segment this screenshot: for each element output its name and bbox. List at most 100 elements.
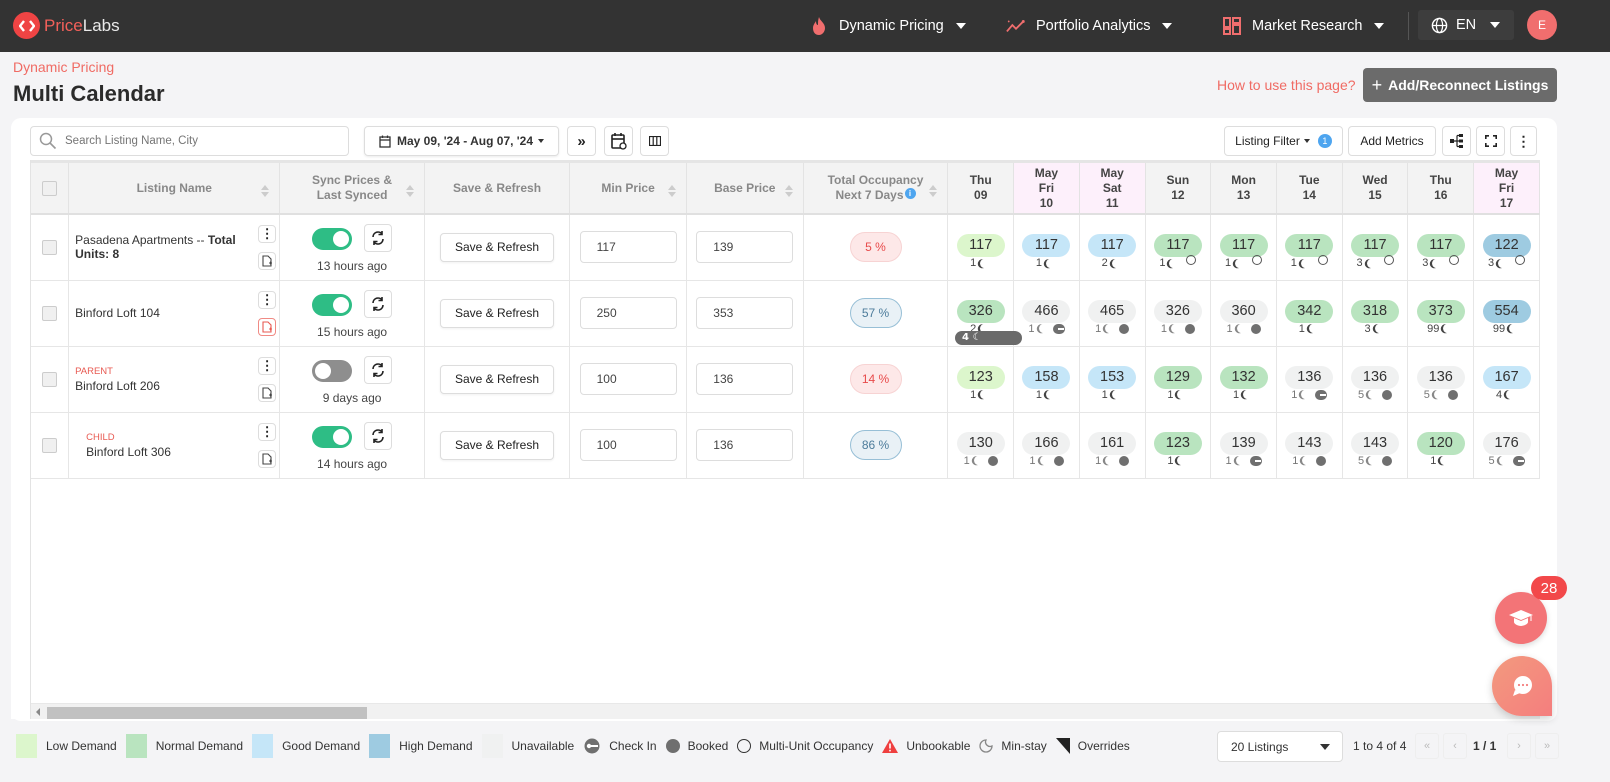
day-price-cell[interactable]: 117 3	[1407, 214, 1475, 281]
columns-button[interactable]	[640, 126, 669, 156]
save-refresh-button[interactable]: Save & Refresh	[440, 364, 555, 394]
day-price-cell[interactable]: 117 3	[1342, 214, 1409, 281]
row-checkbox[interactable]	[42, 371, 58, 387]
day-price-cell[interactable]: 318 3	[1342, 280, 1409, 347]
date-range-picker[interactable]: May 09, '24 - Aug 07, '24	[364, 126, 559, 156]
breadcrumb[interactable]: Dynamic Pricing	[13, 59, 115, 75]
listing-name[interactable]: Binford Loft 306	[86, 445, 171, 459]
pricelabs-logo[interactable]: PriceLabs	[13, 12, 120, 39]
nav-portfolio-analytics[interactable]: Portfolio Analytics	[1006, 0, 1173, 52]
listing-name[interactable]: Pasadena Apartments --	[75, 233, 208, 248]
row-checkbox[interactable]	[42, 437, 58, 453]
day-price-cell[interactable]: 466 1	[1013, 280, 1080, 347]
day-price-cell[interactable]: 342 1	[1276, 280, 1343, 347]
sort-icon[interactable]	[261, 185, 270, 197]
save-refresh-button[interactable]: Save & Refresh	[440, 232, 555, 262]
day-price-cell[interactable]: 143 5	[1342, 412, 1409, 479]
nav-market-research[interactable]: Market Research	[1222, 0, 1385, 52]
sync-prices-toggle[interactable]	[312, 425, 353, 448]
listing-menu-button[interactable]: ⋮	[258, 422, 277, 441]
select-all-checkbox[interactable]	[42, 180, 58, 196]
row-checkbox[interactable]	[42, 305, 58, 321]
first-page-button[interactable]: «	[1415, 733, 1439, 759]
day-price-cell[interactable]: 166 1	[1013, 412, 1080, 479]
day-price-cell[interactable]: 129 1	[1145, 346, 1212, 413]
day-price-cell[interactable]: 176 5	[1473, 412, 1540, 479]
listing-menu-button[interactable]: ⋮	[258, 225, 277, 243]
day-price-cell[interactable]: 326 1	[1145, 280, 1212, 347]
prev-page-button[interactable]: ‹	[1443, 733, 1467, 759]
column-listing-name[interactable]: Listing Name	[68, 163, 281, 215]
sync-now-button[interactable]	[364, 289, 393, 318]
day-price-cell[interactable]: 132 1	[1210, 346, 1277, 413]
search-box[interactable]	[30, 126, 349, 156]
day-price-cell[interactable]: 122 3	[1473, 214, 1540, 281]
horizontal-scrollbar[interactable]	[31, 703, 1540, 719]
nav-dynamic-pricing[interactable]: Dynamic Pricing	[809, 0, 966, 52]
row-checkbox[interactable]	[42, 239, 58, 255]
search-input[interactable]	[65, 135, 335, 147]
language-selector[interactable]: EN	[1418, 10, 1514, 40]
how-to-use-link[interactable]: How to use this page?	[1217, 77, 1356, 93]
sort-icon[interactable]	[405, 185, 414, 197]
min-price-input[interactable]	[579, 231, 677, 264]
scrollbar-thumb[interactable]	[47, 707, 367, 719]
day-price-cell[interactable]: 117 2	[1079, 214, 1146, 281]
day-price-cell[interactable]: 120 1	[1407, 412, 1475, 479]
day-price-cell[interactable]: 554 99	[1473, 280, 1540, 347]
day-price-cell[interactable]: 136 1	[1276, 346, 1343, 413]
day-price-cell[interactable]: 143 1	[1276, 412, 1343, 479]
add-reconnect-listings-button[interactable]: + Add/Reconnect Listings	[1363, 68, 1557, 102]
chat-support-button[interactable]	[1492, 656, 1552, 716]
column-min-price[interactable]: Min Price	[569, 163, 687, 215]
sync-now-button[interactable]	[364, 421, 393, 450]
day-price-cell[interactable]: 153 1	[1079, 346, 1146, 413]
column-total-occupancy[interactable]: Total Occupancy Next 7 Days i	[803, 163, 949, 215]
sync-prices-toggle[interactable]	[312, 293, 353, 316]
column-sync-prices[interactable]: Sync Prices & Last Synced	[279, 163, 425, 215]
day-price-cell[interactable]: 373 99	[1407, 280, 1475, 347]
more-options-button[interactable]: ⋮	[1510, 126, 1537, 156]
scroll-left-arrow-icon[interactable]	[36, 708, 40, 716]
day-price-cell[interactable]: 136 5	[1342, 346, 1409, 413]
sort-icon[interactable]	[784, 185, 793, 197]
sort-icon[interactable]	[667, 185, 676, 197]
hierarchy-button[interactable]	[1442, 126, 1471, 156]
info-icon[interactable]: i	[904, 188, 916, 199]
day-price-cell[interactable]: 136 5	[1407, 346, 1475, 413]
min-price-input[interactable]	[579, 297, 677, 329]
base-price-input[interactable]	[696, 231, 794, 264]
listing-menu-button[interactable]: ⋮	[258, 290, 277, 309]
sync-now-button[interactable]	[364, 224, 393, 252]
base-price-input[interactable]	[696, 297, 794, 329]
day-price-cell[interactable]: 117 1	[1013, 214, 1080, 281]
day-price-cell[interactable]: 117 1	[1145, 214, 1212, 281]
listing-name[interactable]: Binford Loft 206	[75, 379, 160, 393]
next-page-button[interactable]: ›	[1507, 733, 1531, 759]
day-price-cell[interactable]: 130 1	[947, 412, 1015, 479]
day-price-cell[interactable]: 139 1	[1210, 412, 1277, 479]
day-price-cell[interactable]: 123 1	[947, 346, 1015, 413]
listing-menu-button[interactable]: ⋮	[258, 356, 277, 375]
sort-icon[interactable]	[929, 185, 938, 197]
page-size-select[interactable]: 20 Listings	[1217, 731, 1343, 762]
calendar-reset-button[interactable]	[604, 126, 633, 156]
learning-center-button[interactable]	[1495, 592, 1547, 644]
base-price-input[interactable]	[696, 363, 794, 395]
listing-filter-button[interactable]: Listing Filter 1	[1224, 126, 1343, 156]
save-refresh-button[interactable]: Save & Refresh	[440, 430, 555, 460]
sync-now-button[interactable]	[364, 355, 393, 384]
listing-name[interactable]: Binford Loft 104	[75, 306, 160, 320]
jump-forward-button[interactable]: »	[567, 126, 596, 156]
day-price-cell[interactable]: 117 1	[1210, 214, 1277, 281]
min-price-input[interactable]	[579, 363, 677, 395]
save-refresh-button[interactable]: Save & Refresh	[440, 298, 555, 328]
day-price-cell[interactable]: 123 1	[1145, 412, 1212, 479]
day-price-cell[interactable]: 158 1	[1013, 346, 1080, 413]
last-page-button[interactable]: »	[1535, 733, 1559, 759]
min-price-input[interactable]	[579, 429, 677, 461]
fullscreen-button[interactable]	[1476, 126, 1505, 156]
day-price-cell[interactable]: 161 1	[1079, 412, 1146, 479]
add-metrics-button[interactable]: Add Metrics	[1348, 126, 1436, 156]
user-avatar[interactable]: E	[1527, 10, 1557, 40]
